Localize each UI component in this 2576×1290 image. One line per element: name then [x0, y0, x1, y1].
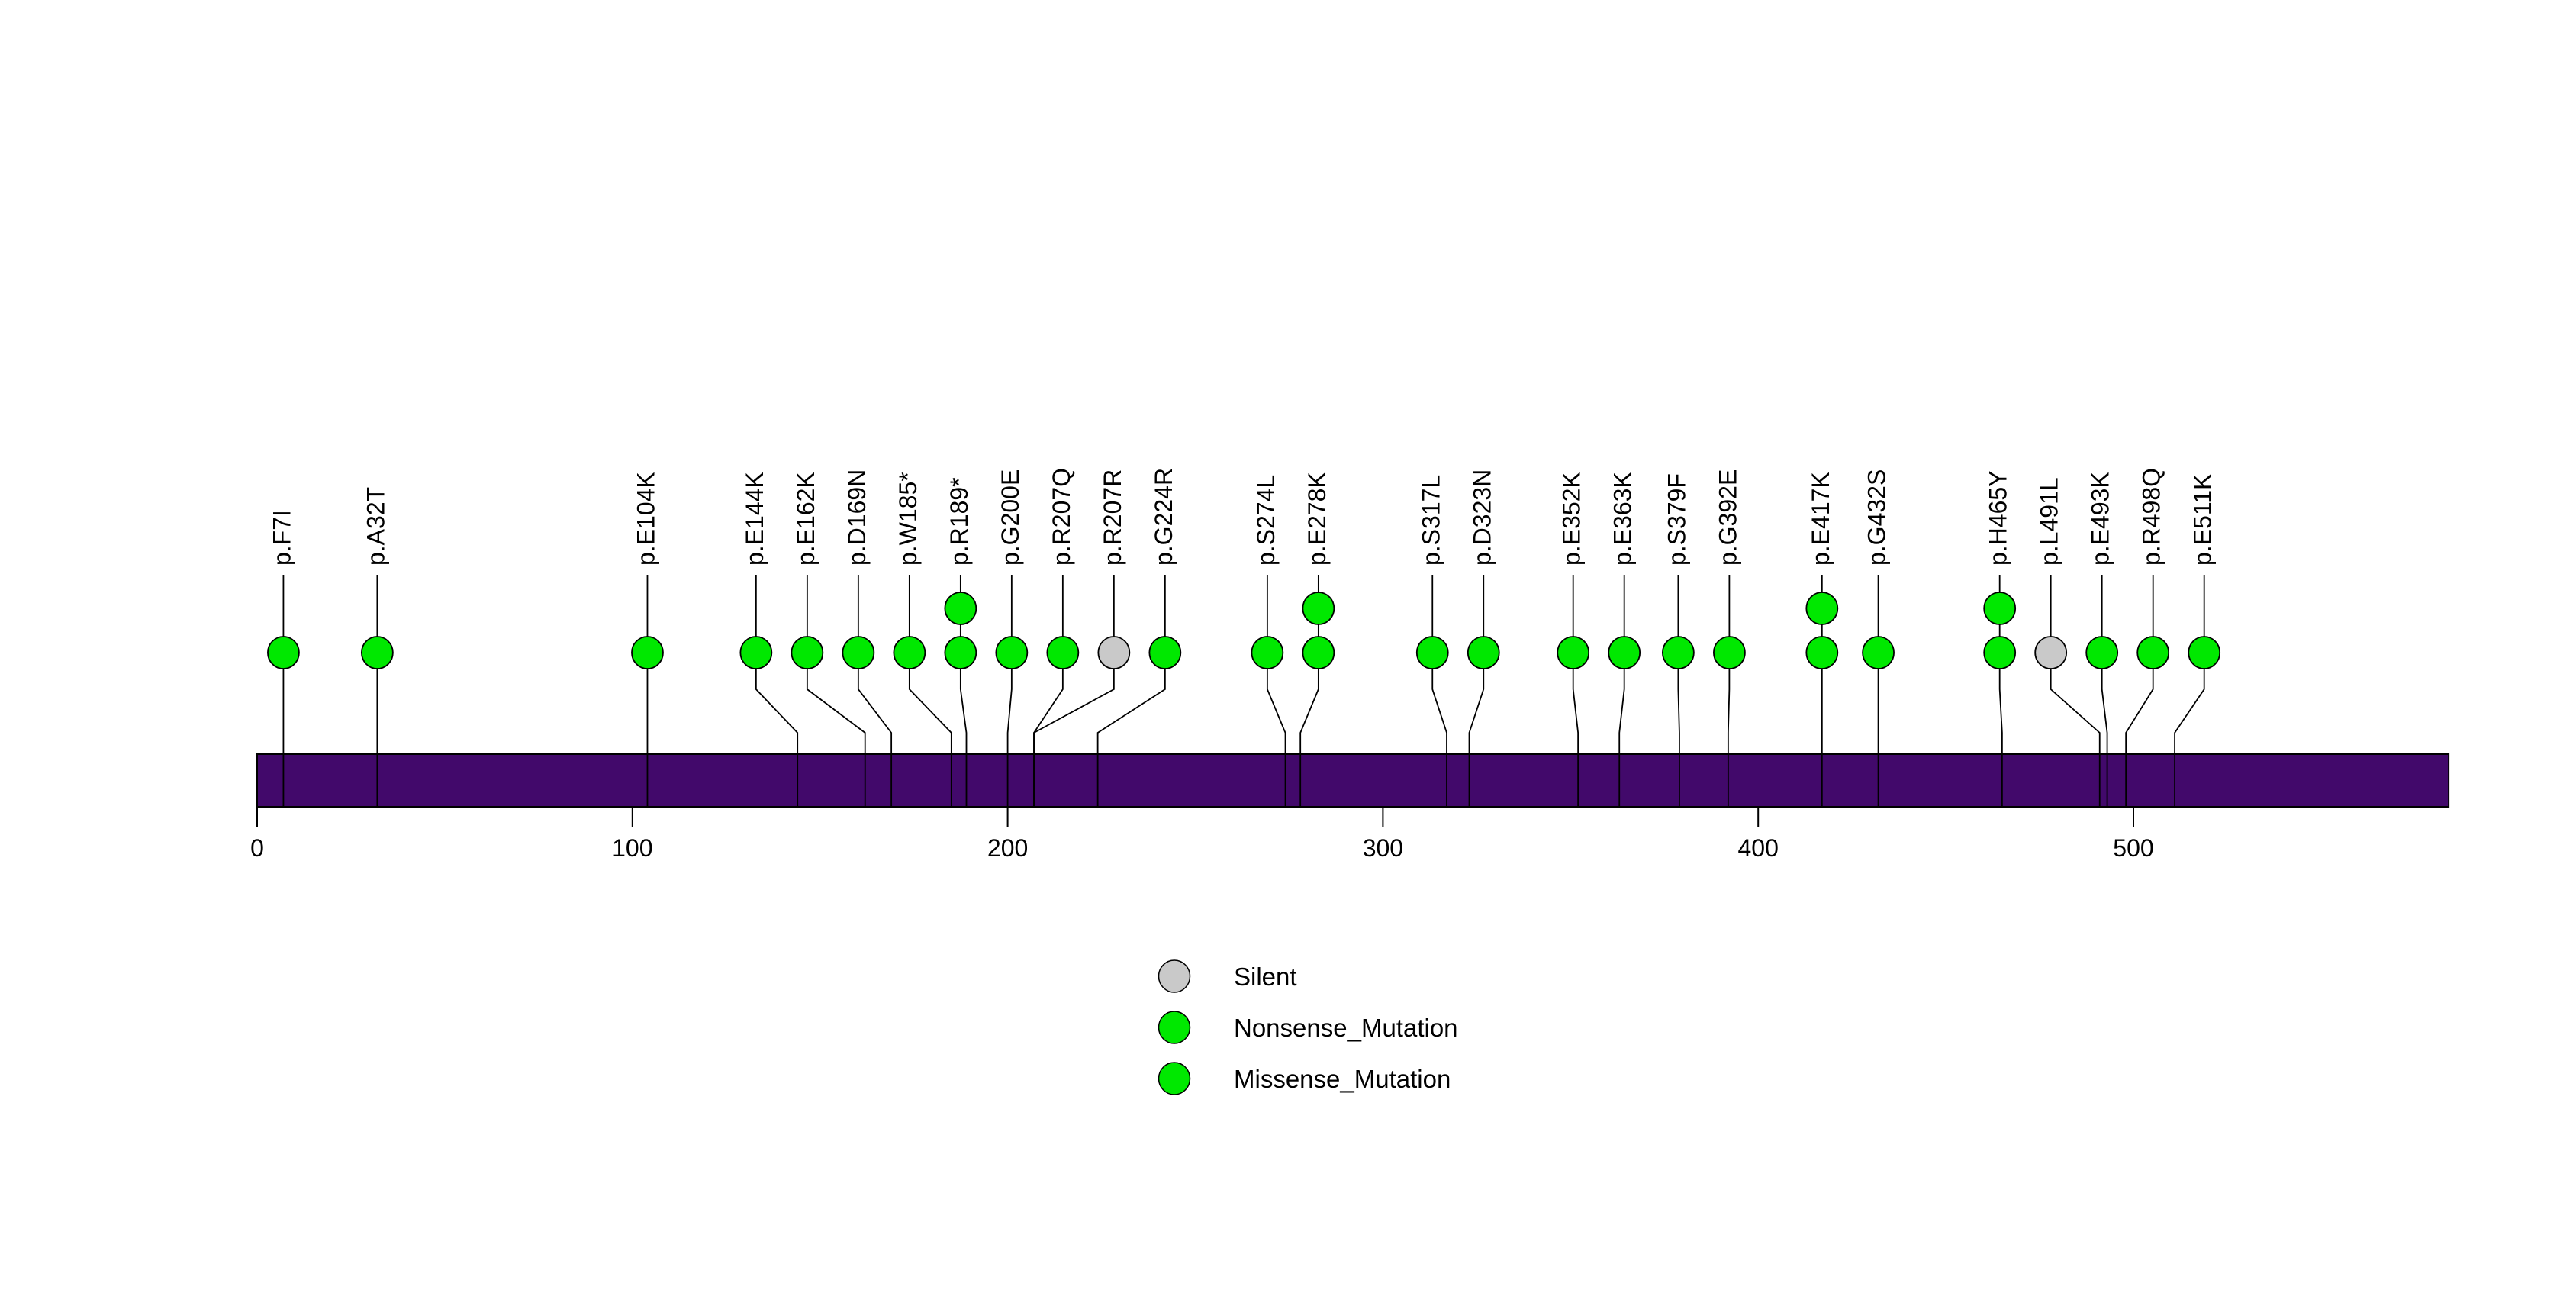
mutation-circle: [2136, 636, 2170, 669]
mutation-circle: [842, 636, 875, 669]
mutation-stem: [755, 575, 799, 807]
mutation-stem: [1468, 575, 1485, 807]
mutation-circle: [944, 592, 977, 625]
mutation-label: p.R207Q: [1048, 468, 1075, 566]
mutation-label: p.S317L: [1417, 475, 1444, 566]
legend-swatch: [1158, 1062, 1191, 1095]
mutation-label: p.G432S: [1863, 469, 1891, 566]
mutation-circle: [739, 636, 773, 669]
mutation-stem: [1727, 575, 1731, 807]
mutation-label: p.E162K: [792, 472, 819, 566]
legend-label: Silent: [1234, 963, 1297, 991]
mutation-label: p.E104K: [632, 472, 659, 566]
mutation-circle: [2034, 636, 2068, 669]
mutation-stem: [2174, 575, 2205, 807]
mutation-circle: [1557, 636, 1590, 669]
mutation-stem: [908, 575, 952, 807]
mutation-circle: [360, 636, 394, 669]
axis-tick-label: 100: [612, 834, 652, 862]
mutation-circle: [2085, 636, 2119, 669]
mutation-stem: [1033, 575, 1115, 807]
mutation-label: p.D169N: [843, 469, 871, 566]
mutation-circle: [944, 636, 977, 669]
legend-label: Missense_Mutation: [1234, 1065, 1451, 1093]
legend-swatch: [1158, 959, 1191, 993]
mutation-label: p.E511K: [2189, 474, 2217, 566]
mutation-stem: [1006, 575, 1013, 807]
mutation-label: p.E417K: [1807, 472, 1834, 566]
mutation-stem: [2101, 575, 2108, 807]
mutation-label: p.S274L: [1252, 475, 1280, 566]
mutation-stem: [1096, 575, 1166, 807]
mutation-stem: [1431, 575, 1447, 807]
mutation-circle: [1046, 636, 1080, 669]
axis-tick-label: 400: [1738, 834, 1779, 862]
mutation-circle: [1608, 636, 1641, 669]
mutation-circle: [995, 636, 1029, 669]
mutation-label: p.R498Q: [2138, 468, 2165, 566]
mutation-stem: [2050, 575, 2101, 807]
mutation-stem: [959, 575, 968, 807]
mutation-circle: [1302, 592, 1335, 625]
legend-label: Nonsense_Mutation: [1234, 1014, 1458, 1042]
mutation-label: p.G392E: [1714, 469, 1741, 566]
mutation-stem: [1618, 575, 1625, 807]
mutation-label: p.L491L: [2036, 477, 2063, 566]
mutation-label: p.D323N: [1468, 469, 1496, 566]
mutation-stem: [1677, 575, 1680, 807]
mutation-circle: [631, 636, 664, 669]
mutation-label: p.W185*: [894, 472, 922, 566]
mutation-label: p.E363K: [1609, 472, 1637, 566]
mutation-circle: [1805, 592, 1839, 625]
mutation-circle: [1805, 636, 1839, 669]
mutation-label: p.E278K: [1303, 472, 1331, 566]
mutation-circle: [1415, 636, 1449, 669]
mutation-label: p.E352K: [1558, 472, 1586, 566]
mutation-stem: [1998, 575, 2003, 807]
axis-tick-label: 0: [250, 834, 264, 862]
mutation-circle: [791, 636, 824, 669]
mutation-circle: [1251, 636, 1284, 669]
mutation-circle: [1467, 636, 1500, 669]
mutation-label: p.R207R: [1099, 469, 1126, 566]
mutation-circle: [2188, 636, 2221, 669]
mutation-label: p.R189*: [945, 477, 973, 566]
mutation-label: p.E493K: [2087, 472, 2114, 566]
mutation-circle: [1862, 636, 1895, 669]
mutation-circle: [1712, 636, 1746, 669]
axis-tick-label: 200: [987, 834, 1028, 862]
legend-swatch: [1158, 1011, 1191, 1044]
mutation-stem: [2125, 575, 2154, 807]
mutation-stem: [857, 575, 893, 807]
mutation-label: p.G200E: [997, 469, 1024, 566]
mutation-circle: [1983, 592, 2017, 625]
mutation-label: p.S379F: [1663, 473, 1690, 566]
mutation-label: p.F7I: [268, 510, 295, 566]
mutation-stem: [806, 575, 866, 807]
mutation-stem: [1266, 575, 1286, 807]
mutation-circle: [267, 636, 300, 669]
mutation-circle: [1983, 636, 2017, 669]
mutation-label: p.E144K: [741, 472, 768, 566]
mutation-circle: [893, 636, 926, 669]
axis-tick-label: 500: [2113, 834, 2153, 862]
axis-tick-label: 300: [1363, 834, 1403, 862]
mutation-circle: [1148, 636, 1182, 669]
mutation-label: p.H465Y: [1985, 470, 2012, 566]
mutation-stem: [1299, 575, 1319, 807]
mutation-stem: [1572, 575, 1579, 807]
mutation-label: p.A32T: [362, 487, 389, 566]
mutation-label: p.G224R: [1150, 468, 1177, 566]
mutation-circle: [1661, 636, 1695, 669]
mutation-circle: [1097, 636, 1131, 669]
mutation-circle: [1302, 636, 1335, 669]
protein-bar: [256, 753, 2450, 808]
